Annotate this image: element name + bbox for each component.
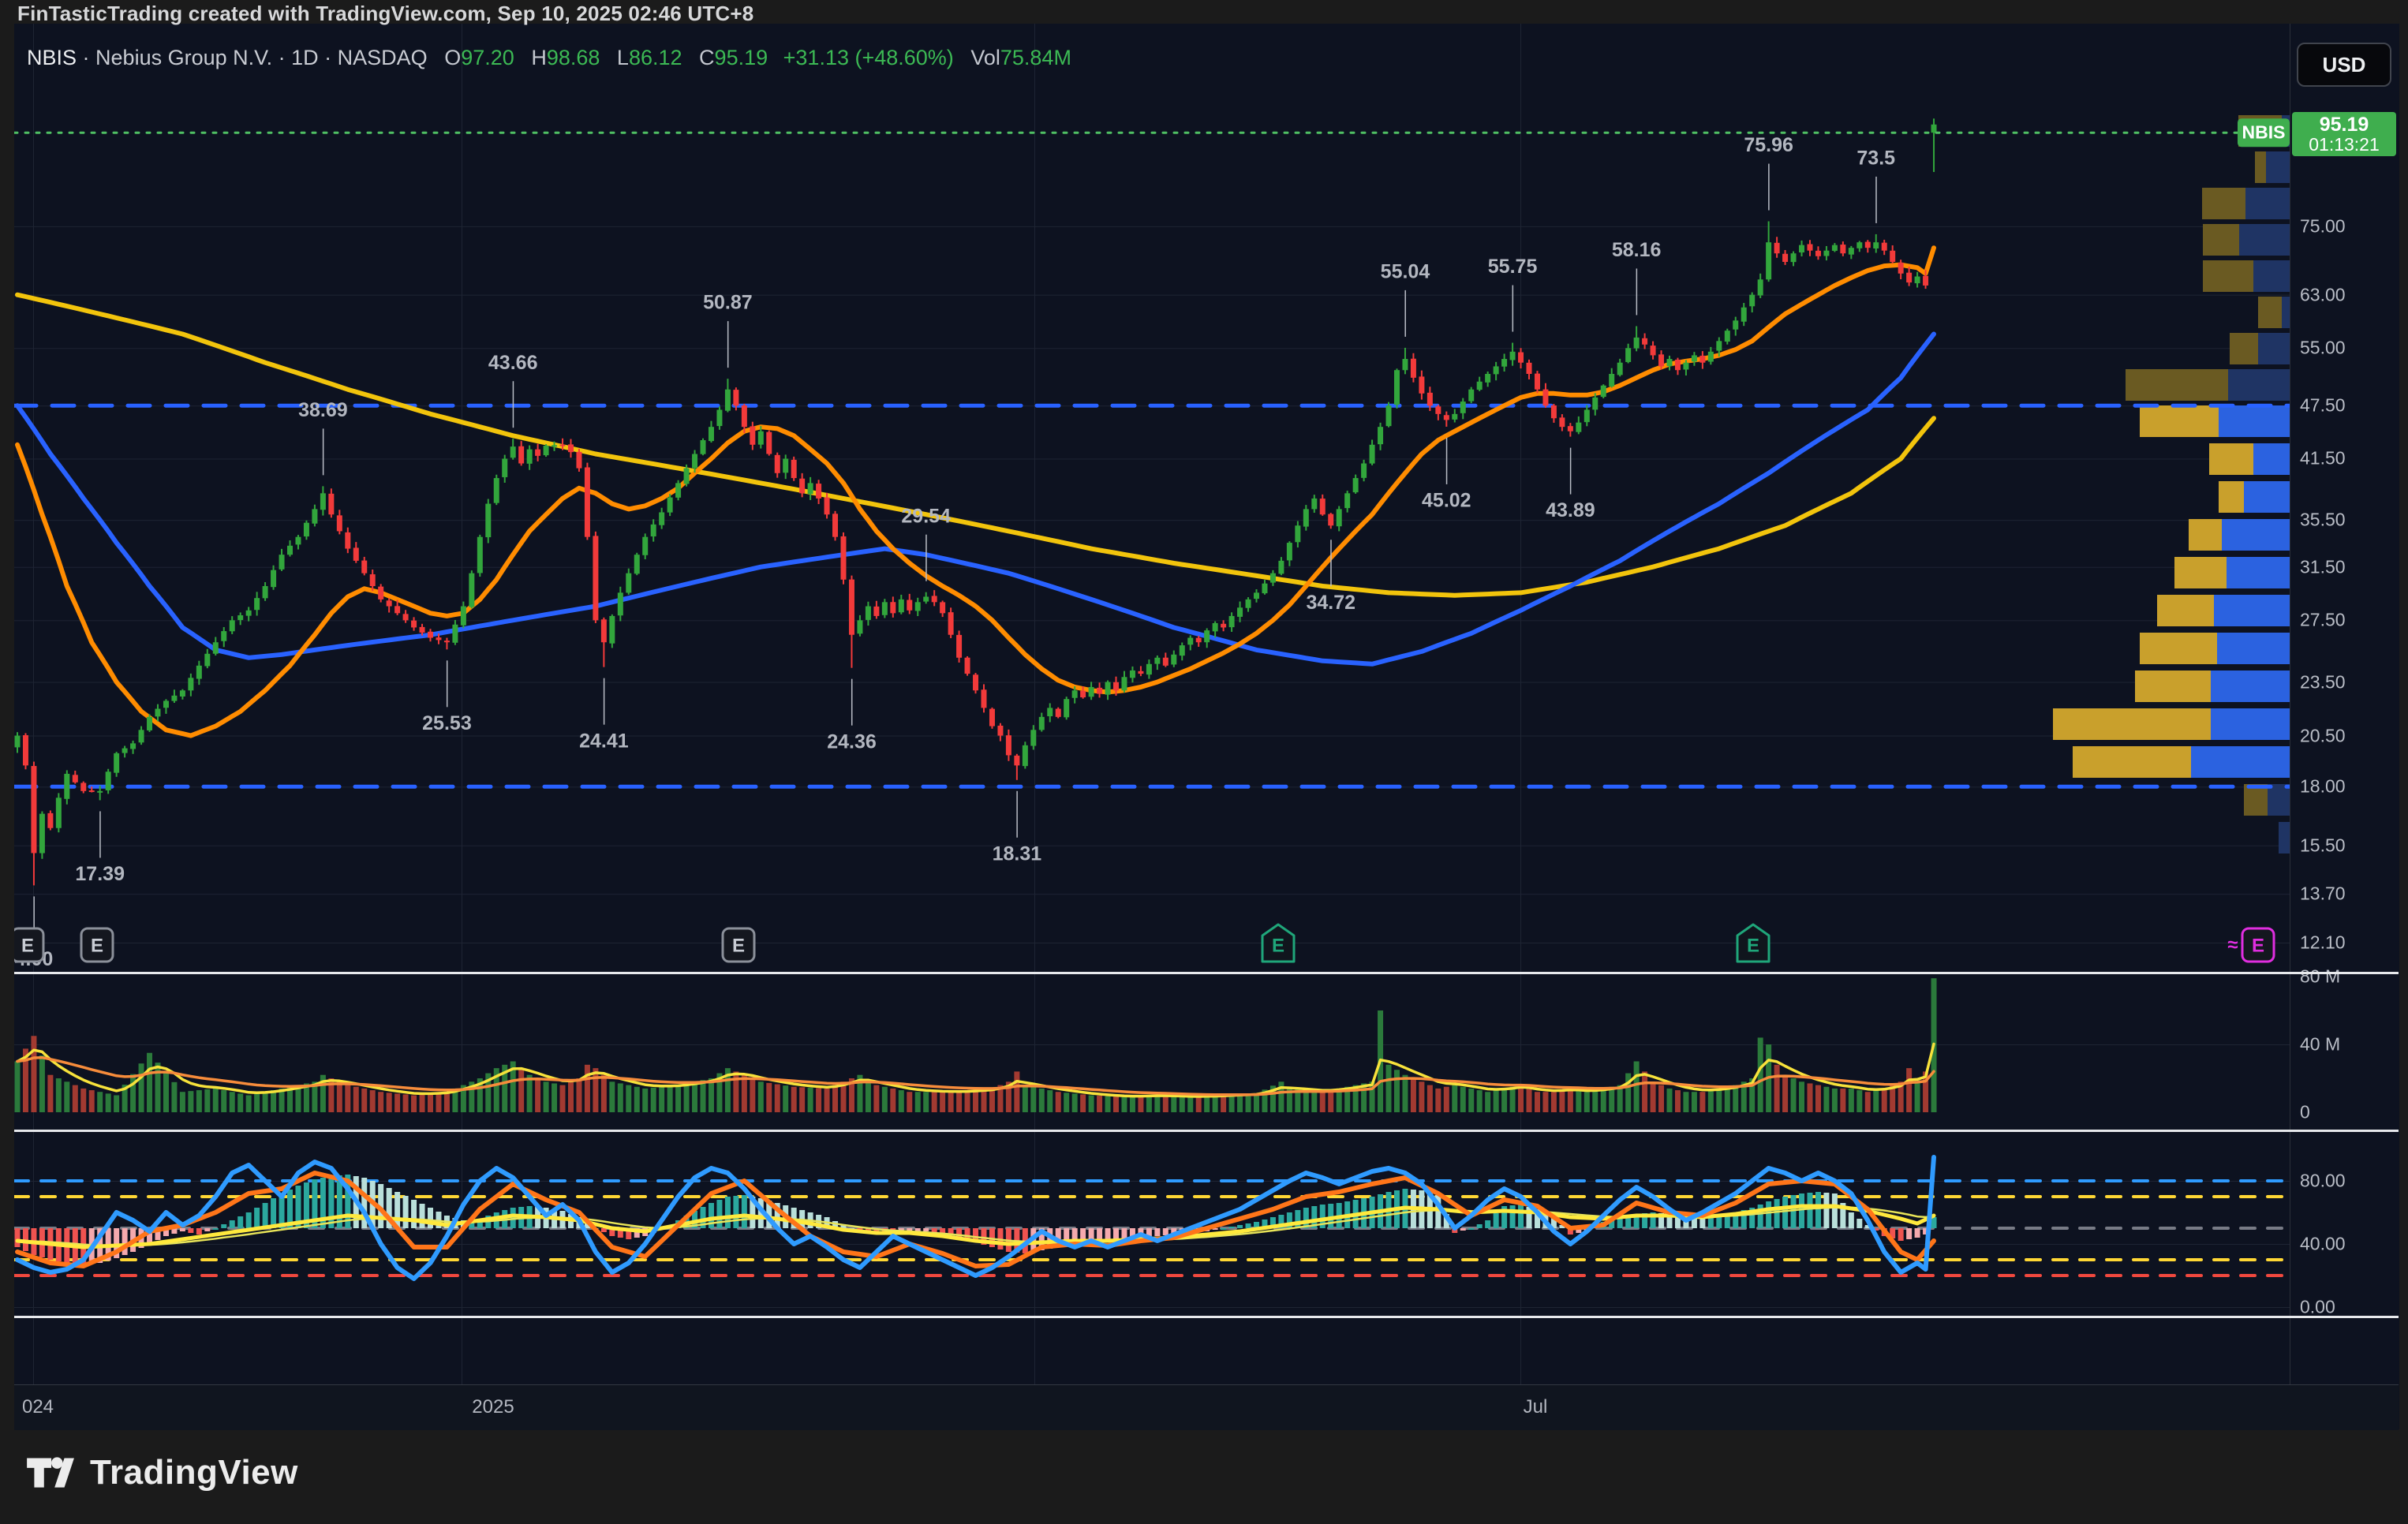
pane-separator[interactable]	[14, 972, 2399, 974]
volume-tick: 80 M	[2300, 966, 2341, 987]
oscillator-tick: 0.00	[2300, 1296, 2335, 1317]
footer: TradingView	[24, 1447, 298, 1499]
price-tick: 41.50	[2300, 447, 2346, 469]
time-label-2024: 024	[21, 1396, 54, 1418]
svg-text:25.53: 25.53	[422, 712, 472, 734]
last-price-tag: 95.19 01:13:21	[2292, 112, 2396, 156]
price-tick: 20.50	[2300, 725, 2346, 746]
price-tick: 31.50	[2300, 556, 2346, 577]
currency-button[interactable]: USD	[2297, 43, 2391, 87]
svg-text:≈: ≈	[2227, 934, 2238, 955]
time-axis[interactable]: 024 2025 Jul	[14, 1384, 2399, 1430]
page-title: FinTasticTrading created with TradingVie…	[17, 2, 754, 25]
pane-separator[interactable]	[14, 1316, 2399, 1318]
high-value: 98.68	[546, 46, 600, 69]
svg-text:38.69: 38.69	[298, 399, 348, 421]
svg-text:NBIS: NBIS	[2242, 121, 2286, 142]
time-label-jul: Jul	[1523, 1396, 1548, 1418]
price-tick: 35.50	[2300, 509, 2346, 530]
svg-text:58.16: 58.16	[1612, 239, 1662, 261]
oscillator-tick: 80.00	[2300, 1170, 2346, 1191]
svg-text:73.5: 73.5	[1856, 148, 1895, 170]
price-tick: 55.00	[2300, 337, 2346, 358]
high-label: H	[531, 46, 547, 69]
svg-text:45.02: 45.02	[1422, 490, 1471, 512]
symbol-name[interactable]: NBIS	[27, 46, 77, 69]
svg-text:29.54: 29.54	[901, 505, 951, 527]
pane-separator[interactable]	[14, 1130, 2399, 1132]
svg-text:50.87: 50.87	[703, 292, 753, 314]
svg-text:24.41: 24.41	[579, 730, 629, 752]
low-label: L	[616, 46, 629, 69]
price-tick: 27.50	[2300, 609, 2346, 630]
svg-text:E: E	[732, 935, 745, 956]
price-tick: 18.00	[2300, 775, 2346, 797]
price-tick: 23.50	[2300, 671, 2346, 693]
price-tick: 75.00	[2300, 215, 2346, 237]
change-value: +31.13 (+48.60%)	[783, 46, 954, 69]
svg-text:E: E	[91, 935, 103, 956]
svg-text:75.96: 75.96	[1744, 134, 1793, 156]
svg-text:24.36: 24.36	[827, 730, 877, 753]
svg-text:E: E	[21, 935, 34, 956]
svg-text:E: E	[2252, 935, 2264, 956]
price-tick: 15.50	[2300, 835, 2346, 856]
open-label: O	[444, 46, 462, 69]
chart-canvas[interactable]: 4.0017.3938.6925.5343.6624.4150.8724.362…	[14, 24, 2290, 1429]
last-price-value: 95.19	[2319, 113, 2369, 136]
open-value: 97.20	[461, 46, 514, 69]
volume-label: Vol	[970, 46, 1000, 69]
price-tick: 47.50	[2300, 394, 2346, 416]
bar-countdown: 01:13:21	[2309, 134, 2380, 155]
svg-text:E: E	[1272, 935, 1284, 956]
time-label-2025: 2025	[472, 1396, 514, 1418]
close-label: C	[699, 46, 715, 69]
price-tick: 12.10	[2300, 932, 2346, 953]
svg-text:55.75: 55.75	[1488, 256, 1538, 278]
svg-text:43.89: 43.89	[1546, 499, 1595, 521]
oscillator-tick: 40.00	[2300, 1233, 2346, 1254]
close-value: 95.19	[714, 46, 768, 69]
tradingview-logo-text[interactable]: TradingView	[90, 1453, 298, 1492]
low-value: 86.12	[628, 46, 682, 69]
price-axis[interactable]: USD 95.19 01:13:21 75.00 63.00 55.00 47.50 4…	[2290, 24, 2399, 1429]
svg-text:17.39: 17.39	[75, 863, 125, 885]
volume-value: 75.84M	[1000, 46, 1071, 69]
volume-tick: 0	[2300, 1101, 2310, 1122]
svg-text:43.66: 43.66	[488, 352, 538, 374]
symbol-meta[interactable]: · Nebius Group N.V. · 1D · NASDAQ	[82, 46, 428, 69]
svg-text:55.04: 55.04	[1381, 261, 1430, 283]
svg-text:18.31: 18.31	[993, 842, 1042, 865]
tradingview-logo-icon[interactable]	[24, 1447, 76, 1499]
svg-text:E: E	[1747, 935, 1759, 956]
symbol-bar[interactable]: NBIS · Nebius Group N.V. · 1D · NASDAQ O…	[27, 46, 1071, 70]
svg-text:34.72: 34.72	[1306, 592, 1355, 614]
volume-tick: 40 M	[2300, 1033, 2341, 1055]
price-tick: 13.70	[2300, 883, 2346, 904]
price-tick: 63.00	[2300, 284, 2346, 305]
